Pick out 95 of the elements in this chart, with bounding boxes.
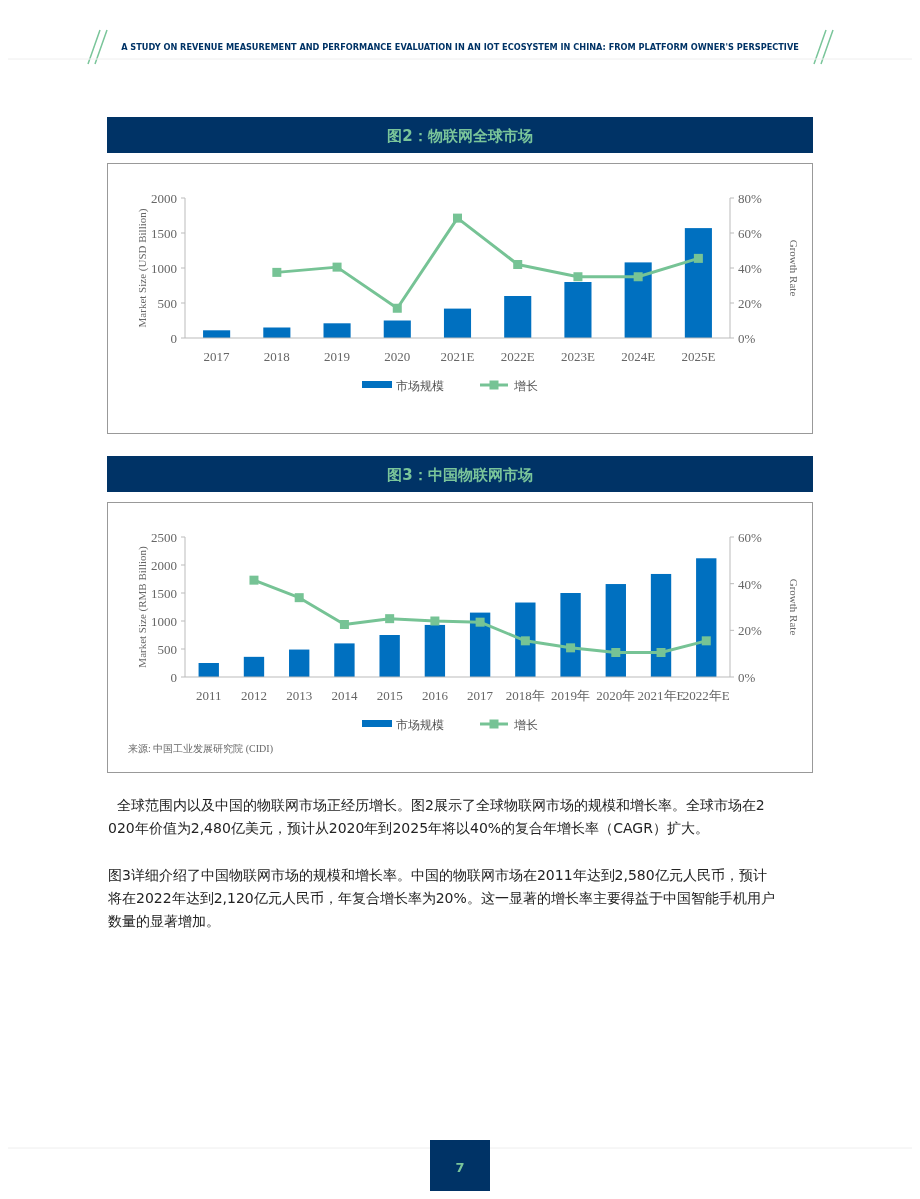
y-tick-label: 500: [157, 296, 177, 311]
x-tick-label: 2019年: [551, 688, 591, 703]
point: [475, 617, 485, 627]
y2-tick-label: 0%: [738, 331, 756, 346]
bar: [560, 593, 581, 677]
x-tick-label: 2012: [240, 688, 267, 703]
y2-tick-label: 80%: [738, 191, 762, 206]
point: [453, 213, 462, 223]
y2-tick-label: 60%: [738, 226, 762, 241]
x-tick-label: 2022E: [500, 349, 535, 364]
y-tick-label: 2000: [151, 191, 177, 206]
x-tick-label: 2019: [324, 349, 351, 364]
point: [392, 303, 402, 313]
x-tick-label: 2021E: [440, 349, 475, 364]
bar: [383, 320, 411, 338]
bar: [469, 612, 491, 677]
bar: [684, 228, 712, 338]
y-tick-label: 1500: [151, 226, 177, 241]
bar: [605, 584, 626, 677]
legend-label: 增长: [513, 379, 538, 393]
source-note: 来源: 中国工业发展研究院 (CIDI): [128, 743, 273, 755]
bar: [323, 323, 351, 338]
bar: [443, 308, 472, 338]
point: [513, 260, 523, 269]
x-tick-label: 2013: [286, 688, 313, 703]
y-axis-title: Market Size (USD Billion): [136, 208, 149, 328]
legend-label: 市场规模: [396, 379, 444, 393]
point: [249, 575, 259, 585]
y-tick-label: 1000: [151, 614, 177, 629]
point: [430, 616, 440, 626]
bar: [650, 573, 672, 677]
point: [294, 593, 304, 603]
x-tick-label: 2016: [421, 688, 449, 703]
point: [385, 614, 395, 624]
y-tick-label: 2500: [151, 530, 177, 545]
x-tick-label: 2021年E: [637, 688, 685, 703]
text: 全球范围内以及中国的物联网市场正经历增长。图2展示了全球物联网市场的规模和增长率。全球市场在2020年价值为2,480亿美元，预计从2020年到2025年将以40%的复合年增长率（CAGR）扩大。: [108, 797, 765, 836]
x-tick-label: 2018: [263, 349, 290, 364]
y-tick-label: 500: [157, 642, 177, 657]
legend-label: 市场规模: [396, 718, 444, 732]
bar: [504, 296, 532, 338]
text: 7: [455, 1160, 465, 1175]
x-tick-label: 2024E: [621, 349, 656, 364]
bar: [624, 262, 652, 338]
point: [272, 267, 282, 277]
x-tick-label: 2014: [331, 688, 358, 703]
point: [611, 648, 621, 657]
bar: [243, 656, 265, 677]
point: [693, 253, 703, 263]
chart-title: 图3：中国物联网市场: [387, 466, 533, 484]
point: [573, 272, 583, 282]
bar: [564, 282, 592, 338]
y-tick-label: 2000: [151, 558, 177, 573]
caption: 图3详细介绍了中国物联网市场的规模和增长率。中国的物联网市场在2011年达到2,580亿元人民币，预计将在2022年达到2,120亿元人民币，年复合增长率为20%。这一显著的增长率主要得益于中国智能手机用户数量的显著增加。: [107, 867, 775, 929]
bar: [515, 602, 536, 677]
point: [339, 620, 349, 629]
chart-title: 图2：物联网全球市场: [387, 127, 533, 145]
bar: [424, 624, 446, 677]
bar: [696, 558, 717, 677]
point: [520, 636, 530, 646]
x-tick-label: 2015: [376, 688, 403, 703]
y-axis-title: Market Size (RMB Billion): [136, 546, 149, 668]
y2-tick-label: 40%: [738, 261, 762, 276]
x-tick-label: 2025E: [681, 349, 716, 364]
x-tick-label: 2018年: [505, 688, 545, 703]
bar: [289, 649, 310, 677]
y2-tick-label: 40%: [738, 576, 762, 592]
y2-tick-label: 60%: [738, 530, 762, 545]
bar: [203, 330, 231, 338]
y2-tick-label: 0%: [738, 670, 756, 685]
y-tick-label: 1500: [151, 586, 177, 601]
y2-tick-label: 20%: [738, 623, 762, 639]
y-tick-label: 0: [170, 331, 177, 346]
x-tick-label: 2011: [195, 688, 222, 703]
y2-axis-title: Growth Rate: [788, 239, 800, 297]
x-tick-label: 2017: [203, 349, 231, 364]
x-tick-label: 2022年E: [682, 688, 730, 703]
x-tick-label: 2020年: [596, 688, 636, 703]
bar: [334, 643, 355, 677]
point: [332, 262, 342, 272]
y-tick-label: 0: [170, 670, 177, 685]
x-tick-label: 2020: [384, 349, 411, 364]
bar: [379, 635, 400, 677]
y2-tick-label: 20%: [738, 296, 762, 311]
y-tick-label: 1000: [151, 261, 177, 276]
x-tick-label: 2017: [467, 688, 494, 703]
legend-label: 增长: [513, 718, 538, 732]
x-tick-label: 2023E: [560, 349, 595, 364]
point: [566, 643, 576, 653]
point: [656, 648, 666, 657]
bar: [198, 663, 219, 677]
point: [701, 636, 711, 646]
y2-axis-title: Growth Rate: [788, 578, 800, 636]
text: A STUDY ON REVENUE MEASUREMENT AND PERFORMANCE EVALUATION IN AN IOT ECOSYSTEM IN CHINA: FROM PLATFORM OWNER'S PERSPECTIVE: [121, 42, 799, 52]
point: [633, 272, 643, 282]
